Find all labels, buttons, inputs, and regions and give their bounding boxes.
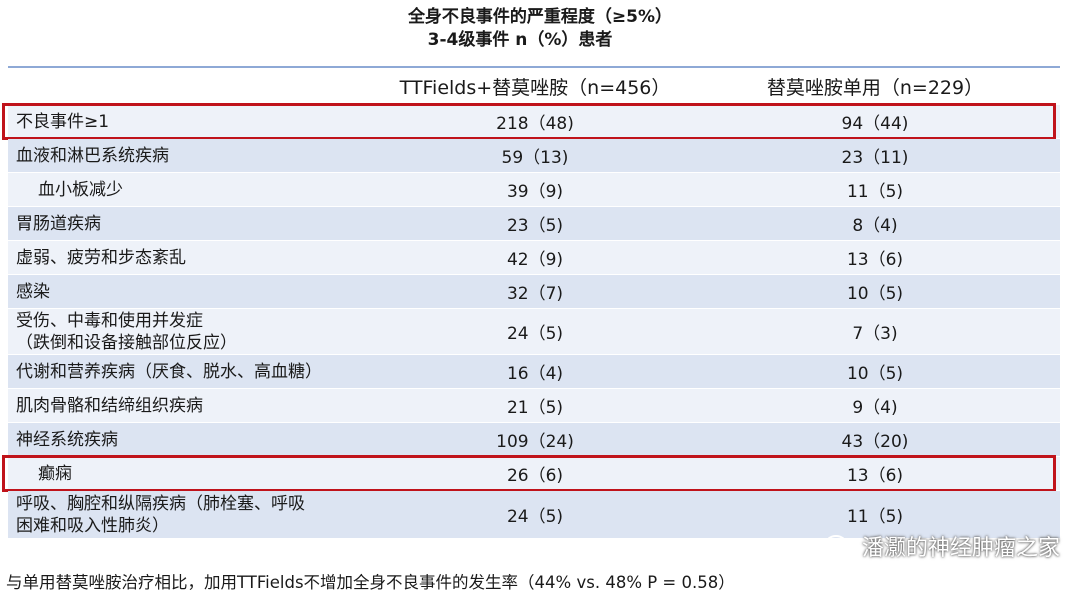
- tmz-value: 11（5): [846, 507, 904, 527]
- wechat-icon: [824, 535, 853, 556]
- tmz-value: 10（5): [846, 364, 904, 384]
- table-row: 癫痫 26（6) 13（6): [2, 455, 1060, 492]
- row-label: 神经系统疾病: [16, 429, 118, 450]
- ttfields-value: 16（4): [506, 364, 564, 384]
- table-row: 虚弱、疲劳和步态紊乱 42（9) 13（6): [8, 241, 1060, 275]
- table-row: 呼吸、胸腔和纵隔疾病（肺栓塞、呼吸 困难和吸入性肺炎） 24（5) 11（5): [8, 491, 1060, 539]
- table-row: 血液和淋巴系统疾病 59（13) 23（11): [8, 139, 1060, 173]
- tmz-value: 94（44): [841, 114, 909, 134]
- table-row: 受伤、中毒和使用并发症 （跌倒和设备接触部位反应） 24（5) 7（3): [8, 309, 1060, 355]
- row-label: 呼吸、胸腔和纵隔疾病（肺栓塞、呼吸 困难和吸入性肺炎）: [16, 493, 305, 536]
- ttfields-value: 218（48): [496, 114, 574, 134]
- watermark: 潘灏的神经肿瘤之家: [824, 530, 1060, 562]
- tmz-value: 9（4): [852, 398, 898, 418]
- row-label: 不良事件≥1: [16, 111, 110, 132]
- table-row: 肌肉骨骼和结缔组织疾病 21（5) 9（4): [8, 389, 1060, 423]
- tmz-value: 8（4): [852, 216, 898, 236]
- ttfields-value: 26（6): [506, 466, 564, 486]
- row-label: 肌肉骨骼和结缔组织疾病: [16, 395, 203, 416]
- tmz-value: 13（6): [846, 466, 904, 486]
- row-label: 癫痫: [38, 463, 72, 484]
- row-label: 血液和淋巴系统疾病: [16, 145, 169, 166]
- table-row: 不良事件≥1 218（48) 94（44): [2, 103, 1060, 140]
- row-label: 血小板减少: [38, 179, 123, 200]
- table-row: 代谢和营养疾病（厌食、脱水、高血糖） 16（4) 10（5): [8, 355, 1060, 389]
- ttfields-value: 23（5): [506, 216, 564, 236]
- watermark-text: 潘灏的神经肿瘤之家: [861, 536, 1060, 561]
- table-header-row: TTFields+替莫唑胺（n=456） 替莫唑胺单用（n=229）: [8, 68, 1060, 105]
- table-row: 感染 32（7) 10（5): [8, 275, 1060, 309]
- tmz-value: 13（6): [846, 250, 904, 270]
- table-row: 神经系统疾病 109（24) 43（20): [8, 423, 1060, 457]
- adverse-events-table: TTFields+替莫唑胺（n=456） 替莫唑胺单用（n=229） 不良事件≥…: [2, 66, 1060, 539]
- table-row: 胃肠道疾病 23（5) 8（4): [8, 207, 1060, 241]
- tmz-value: 7（3): [852, 324, 898, 344]
- tmz-value: 23（11): [841, 148, 909, 168]
- ttfields-value: 39（9): [506, 182, 564, 202]
- row-label: 代谢和营养疾病（厌食、脱水、高血糖）: [16, 361, 322, 382]
- ttfields-value: 32（7): [506, 284, 564, 304]
- footnote: 与单用替莫唑胺治疗相比，加用TTFields不增加全身不良事件的发生率（44% …: [6, 573, 735, 592]
- row-label: 胃肠道疾病: [16, 213, 101, 234]
- ttfields-value: 24（5): [506, 507, 564, 527]
- ttfields-value: 109（24): [496, 432, 574, 452]
- title: 全身不良事件的严重程度（≥5%） 3-4级事件 n（%）患者: [0, 6, 1080, 52]
- table-row: 血小板减少 39（9) 11（5): [8, 173, 1060, 207]
- ttfields-value: 24（5): [506, 324, 564, 344]
- ttfields-value: 59（13): [501, 148, 569, 168]
- ttfields-value: 42（9): [506, 250, 564, 270]
- header-ttfields-tmz: TTFields+替莫唑胺（n=456）: [399, 76, 671, 99]
- row-label: 感染: [16, 281, 50, 302]
- row-label: 受伤、中毒和使用并发症 （跌倒和设备接触部位反应）: [16, 310, 237, 353]
- title-line-1: 全身不良事件的严重程度（≥5%）: [407, 7, 673, 27]
- title-line-2: 3-4级事件 n（%）患者: [427, 30, 613, 50]
- tmz-value: 11（5): [846, 182, 904, 202]
- tmz-value: 43（20): [841, 432, 909, 452]
- tmz-value: 10（5): [846, 284, 904, 304]
- ttfields-value: 21（5): [506, 398, 564, 418]
- header-tmz-alone: 替莫唑胺单用（n=229）: [766, 76, 984, 99]
- row-label: 虚弱、疲劳和步态紊乱: [16, 247, 186, 268]
